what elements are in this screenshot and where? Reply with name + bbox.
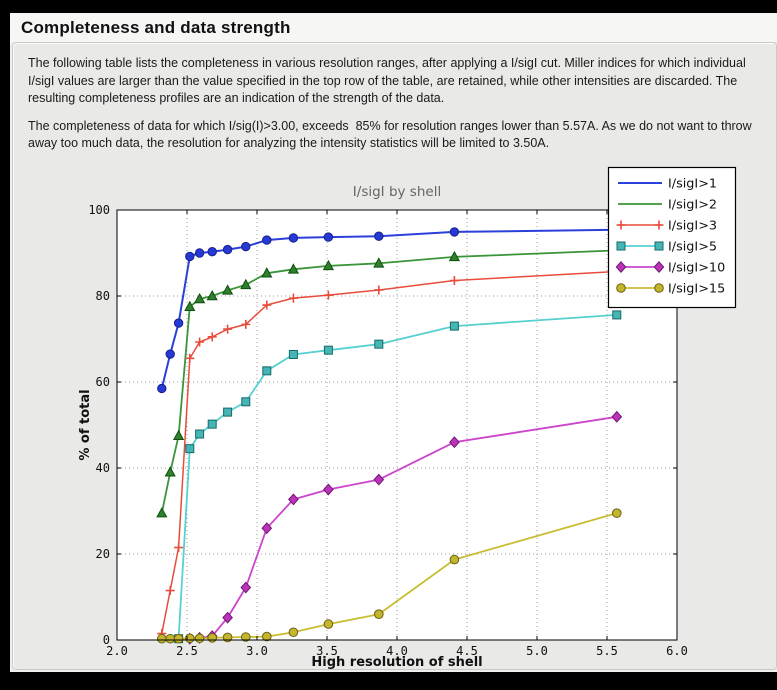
page-title: Completeness and data strength (21, 18, 291, 37)
report-header-bar: Completeness and data strength (10, 13, 777, 42)
report-panel: Completeness and data strength The follo… (10, 13, 777, 672)
content-box: The following table lists the completene… (12, 42, 777, 670)
intro-paragraph-2: The completeness of data for which I/sig… (28, 118, 756, 151)
intro-paragraph-1: The following table lists the completene… (28, 56, 750, 105)
intro-text: The following table lists the completene… (28, 55, 768, 163)
